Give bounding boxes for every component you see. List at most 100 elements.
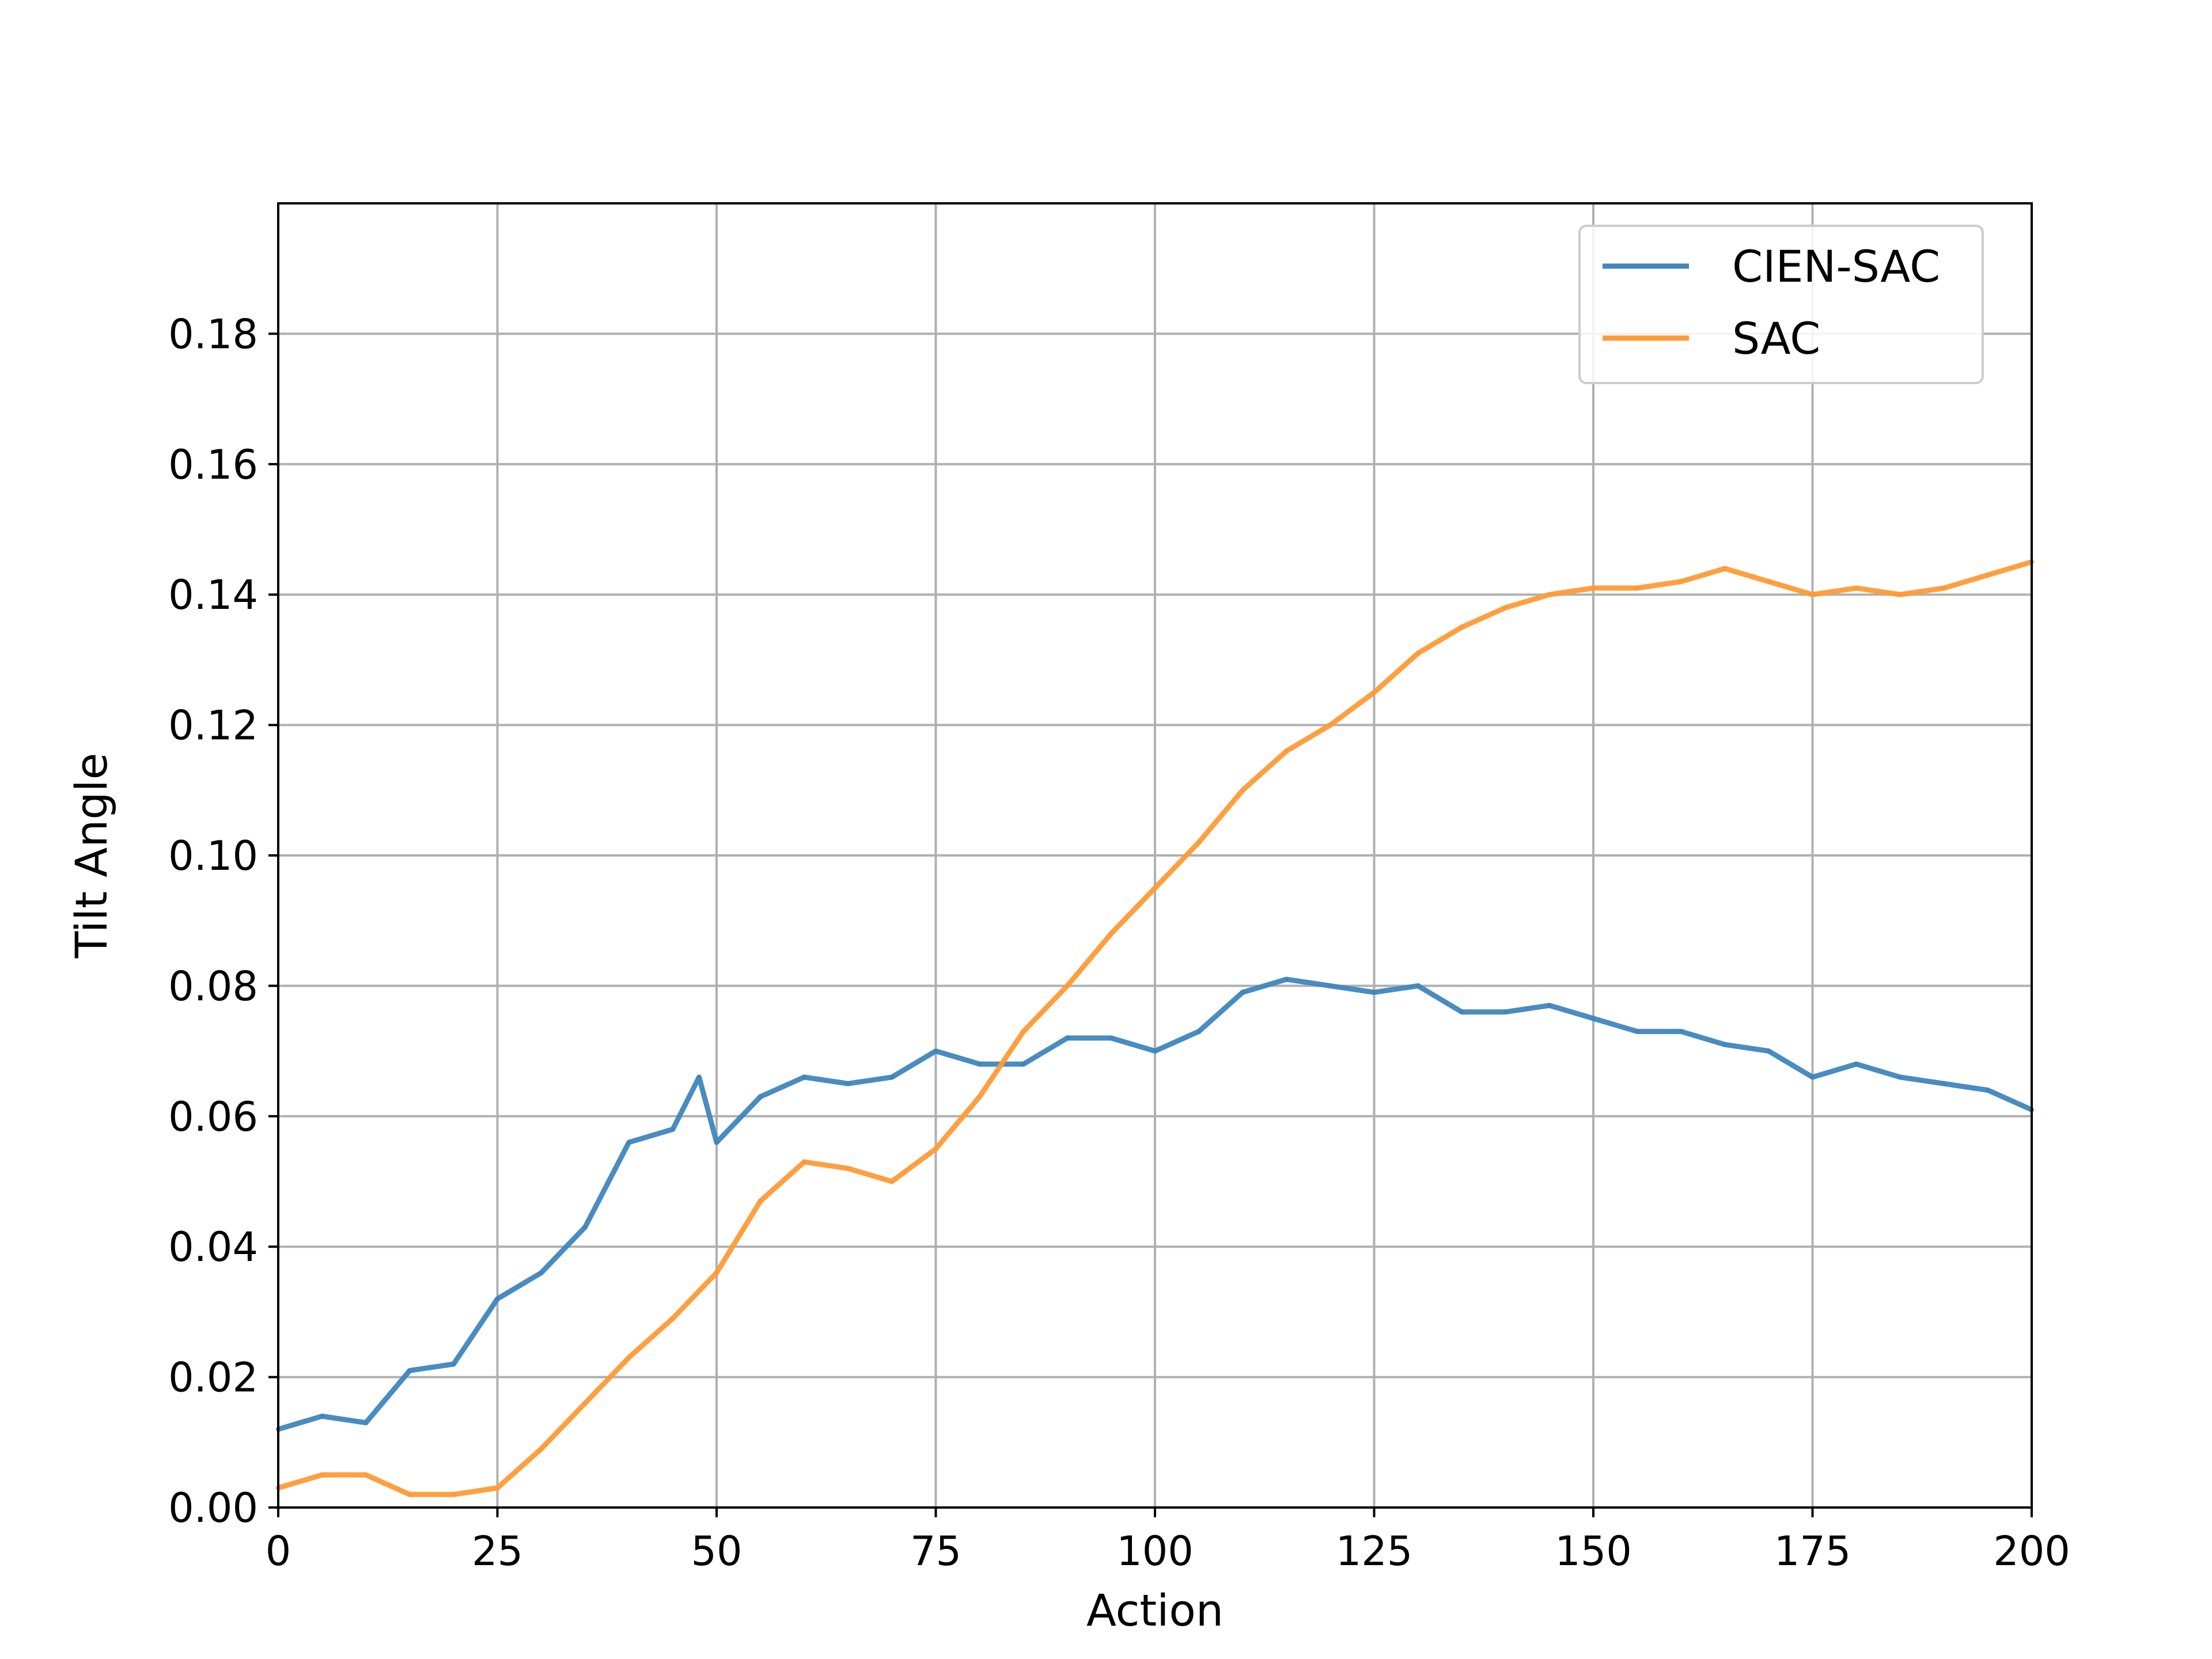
data-point xyxy=(714,1140,719,1145)
data-point xyxy=(1897,592,1903,597)
data-point xyxy=(451,1361,456,1366)
data-point xyxy=(451,1492,456,1497)
data-point xyxy=(1372,990,1377,995)
data-point xyxy=(1810,1074,1815,1080)
data-point xyxy=(1459,624,1464,630)
data-point xyxy=(1503,1009,1508,1014)
x-tick-label: 0 xyxy=(266,1528,291,1575)
data-point xyxy=(1635,1029,1640,1034)
data-point xyxy=(407,1492,412,1497)
data-point xyxy=(1591,585,1596,590)
data-point xyxy=(1415,983,1421,988)
data-point xyxy=(889,1179,895,1184)
data-point xyxy=(1679,579,1684,584)
data-point xyxy=(1196,1029,1202,1034)
data-point xyxy=(1284,748,1289,753)
data-point xyxy=(1985,1088,1990,1093)
x-tick-label: 100 xyxy=(1116,1528,1194,1575)
x-tick-label: 200 xyxy=(1993,1528,2070,1575)
y-tick-label: 0.12 xyxy=(168,702,258,749)
data-point xyxy=(1722,1042,1728,1047)
y-tick-label: 0.16 xyxy=(168,441,258,488)
legend-label: SAC xyxy=(1732,313,1820,364)
y-tick-label: 0.18 xyxy=(168,310,258,358)
y-tick-label: 0.14 xyxy=(168,571,258,619)
y-tick-label: 0.02 xyxy=(168,1354,258,1402)
data-point xyxy=(758,1094,763,1099)
data-point xyxy=(1415,651,1421,656)
data-point xyxy=(1766,579,1771,584)
data-point xyxy=(582,1400,588,1406)
data-point xyxy=(933,1146,938,1152)
data-point xyxy=(1108,1035,1113,1040)
data-point xyxy=(1897,1074,1903,1080)
data-point xyxy=(1547,1003,1552,1008)
data-point xyxy=(626,1355,631,1360)
data-point xyxy=(407,1368,412,1373)
data-point xyxy=(758,1198,763,1203)
x-tick-label: 75 xyxy=(910,1528,961,1575)
data-point xyxy=(539,1446,544,1452)
series-line-0 xyxy=(277,976,2033,1432)
data-point xyxy=(802,1160,807,1165)
data-point xyxy=(1284,977,1289,982)
x-axis-label: Action xyxy=(1086,1585,1224,1636)
data-point xyxy=(1854,585,1859,590)
data-point xyxy=(977,1094,982,1099)
x-tick-label: 50 xyxy=(691,1528,742,1575)
data-point xyxy=(320,1414,325,1419)
data-point xyxy=(1196,840,1202,845)
x-tick-label: 125 xyxy=(1336,1528,1413,1575)
data-point xyxy=(1766,1048,1771,1054)
data-point xyxy=(1153,885,1157,891)
data-point xyxy=(495,1296,500,1301)
legend: CIEN-SAC SAC xyxy=(1578,225,1984,384)
data-point xyxy=(889,1074,895,1080)
legend-label: CIEN-SAC xyxy=(1732,241,1940,292)
data-point xyxy=(1854,1062,1859,1067)
data-point xyxy=(1941,1081,1946,1086)
data-point xyxy=(696,1074,702,1080)
data-point xyxy=(320,1472,325,1478)
x-tick-label: 175 xyxy=(1774,1528,1851,1575)
data-point xyxy=(1679,1029,1684,1034)
y-tick-label: 0.08 xyxy=(168,963,258,1010)
data-point xyxy=(1591,1016,1596,1021)
y-axis-label: Tilt Angle xyxy=(66,753,117,959)
data-point xyxy=(363,1472,369,1478)
data-point xyxy=(1635,585,1640,590)
data-point xyxy=(1021,1062,1026,1067)
data-point xyxy=(1459,1009,1464,1014)
x-tick-label: 25 xyxy=(472,1528,523,1575)
x-axis-ticks: 0 25 50 75 100 125 150 175 200 xyxy=(266,1508,2070,1575)
data-point xyxy=(670,1316,675,1321)
data-point xyxy=(1503,605,1508,610)
data-point xyxy=(626,1140,631,1145)
data-point xyxy=(1328,983,1333,988)
data-point xyxy=(1985,573,1990,578)
y-axis-ticks: 0.00 0.02 0.04 0.06 0.08 0.10 0.12 0.14 0.16 0.18 xyxy=(168,310,278,1532)
data-point xyxy=(495,1486,500,1491)
data-point xyxy=(1722,566,1728,571)
data-point xyxy=(933,1048,938,1054)
data-point xyxy=(802,1074,807,1080)
data-point xyxy=(1240,990,1245,995)
data-point xyxy=(977,1062,982,1067)
y-tick-label: 0.10 xyxy=(168,832,258,880)
data-point xyxy=(1328,722,1333,728)
data-point xyxy=(1065,983,1070,988)
data-point xyxy=(1240,787,1245,793)
data-point xyxy=(1941,585,1946,590)
data-point xyxy=(670,1127,675,1132)
data-point xyxy=(1810,592,1815,597)
data-point xyxy=(1108,931,1113,936)
data-point xyxy=(1372,690,1377,695)
y-tick-label: 0.04 xyxy=(168,1224,258,1271)
data-point xyxy=(539,1270,544,1275)
data-point xyxy=(363,1420,369,1425)
data-point xyxy=(846,1081,851,1086)
data-point xyxy=(846,1166,851,1171)
data-point xyxy=(1065,1035,1070,1040)
y-tick-label: 0.06 xyxy=(168,1093,258,1141)
